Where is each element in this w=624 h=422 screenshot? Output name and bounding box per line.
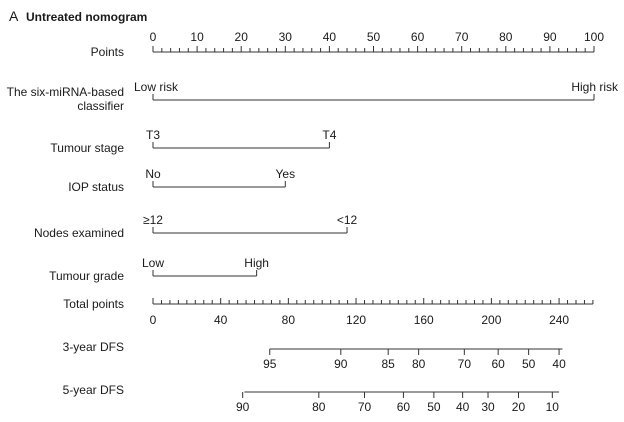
points-tick-label: 70 — [455, 30, 469, 44]
predictor-level-label: T3 — [146, 128, 160, 142]
dfs-tick-label: 85 — [382, 357, 396, 371]
points-tick-label: 80 — [499, 30, 513, 44]
dfs-tick-label: 20 — [512, 400, 526, 414]
total-points-tick-label: 120 — [346, 313, 366, 327]
predictor-level-label: <12 — [337, 213, 358, 227]
total-points-tick-label: 40 — [214, 313, 228, 327]
dfs-tick-label: 80 — [412, 357, 426, 371]
dfs-tick-label: 30 — [481, 400, 495, 414]
total-points-tick-label: 80 — [282, 313, 296, 327]
predictor-label: classifier — [77, 99, 124, 113]
total-points-axis-label: Total points — [63, 297, 124, 311]
panel-letter: A — [9, 8, 19, 24]
points-tick-label: 100 — [584, 30, 604, 44]
total-points-tick-label: 240 — [549, 313, 569, 327]
points-tick-label: 30 — [279, 30, 293, 44]
points-axis-label: Points — [91, 45, 124, 59]
dfs-tick-label: 10 — [546, 400, 560, 414]
total-points-tick-label: 160 — [414, 313, 434, 327]
dfs-tick-label: 40 — [552, 357, 566, 371]
dfs-tick-label: 90 — [334, 357, 348, 371]
predictor-level-label: No — [145, 167, 161, 181]
dfs-tick-label: 70 — [458, 357, 472, 371]
total-points-tick-label: 200 — [481, 313, 501, 327]
dfs-tick-label: 80 — [312, 400, 326, 414]
predictor-level-label: Yes — [276, 167, 296, 181]
dfs-tick-label: 60 — [491, 357, 505, 371]
predictor-label: Nodes examined — [34, 226, 124, 240]
points-tick-label: 60 — [411, 30, 425, 44]
points-tick-label: 0 — [150, 30, 157, 44]
points-tick-label: 10 — [190, 30, 204, 44]
predictor-label: Tumour stage — [50, 141, 124, 155]
dfs-tick-label: 70 — [358, 400, 372, 414]
predictor-level-label: High risk — [571, 80, 619, 94]
predictor-level-label: ≥12 — [143, 213, 163, 227]
dfs-tick-label: 90 — [236, 400, 250, 414]
total-points-tick-label: 0 — [150, 313, 157, 327]
dfs-tick-label: 50 — [522, 357, 536, 371]
predictor-level-label: High — [244, 256, 269, 270]
points-tick-label: 50 — [367, 30, 381, 44]
predictor-label: Tumour grade — [49, 269, 124, 283]
predictor-label: IOP status — [68, 180, 124, 194]
dfs-tick-label: 95 — [263, 357, 277, 371]
points-tick-label: 90 — [543, 30, 557, 44]
points-tick-label: 40 — [323, 30, 337, 44]
predictor-label: The six-miRNA-based — [7, 85, 124, 99]
panel-title: Untreated nomogram — [26, 10, 147, 24]
predictor-level-label: Low risk — [134, 80, 179, 94]
points-tick-label: 20 — [235, 30, 249, 44]
predictor-level-label: Low — [142, 256, 164, 270]
dfs5-axis-label: 5-year DFS — [63, 383, 124, 397]
dfs-tick-label: 50 — [427, 400, 441, 414]
predictor-level-label: T4 — [322, 128, 336, 142]
dfs3-axis-label: 3-year DFS — [63, 340, 124, 354]
dfs-tick-label: 60 — [397, 400, 411, 414]
dfs-tick-label: 40 — [456, 400, 470, 414]
